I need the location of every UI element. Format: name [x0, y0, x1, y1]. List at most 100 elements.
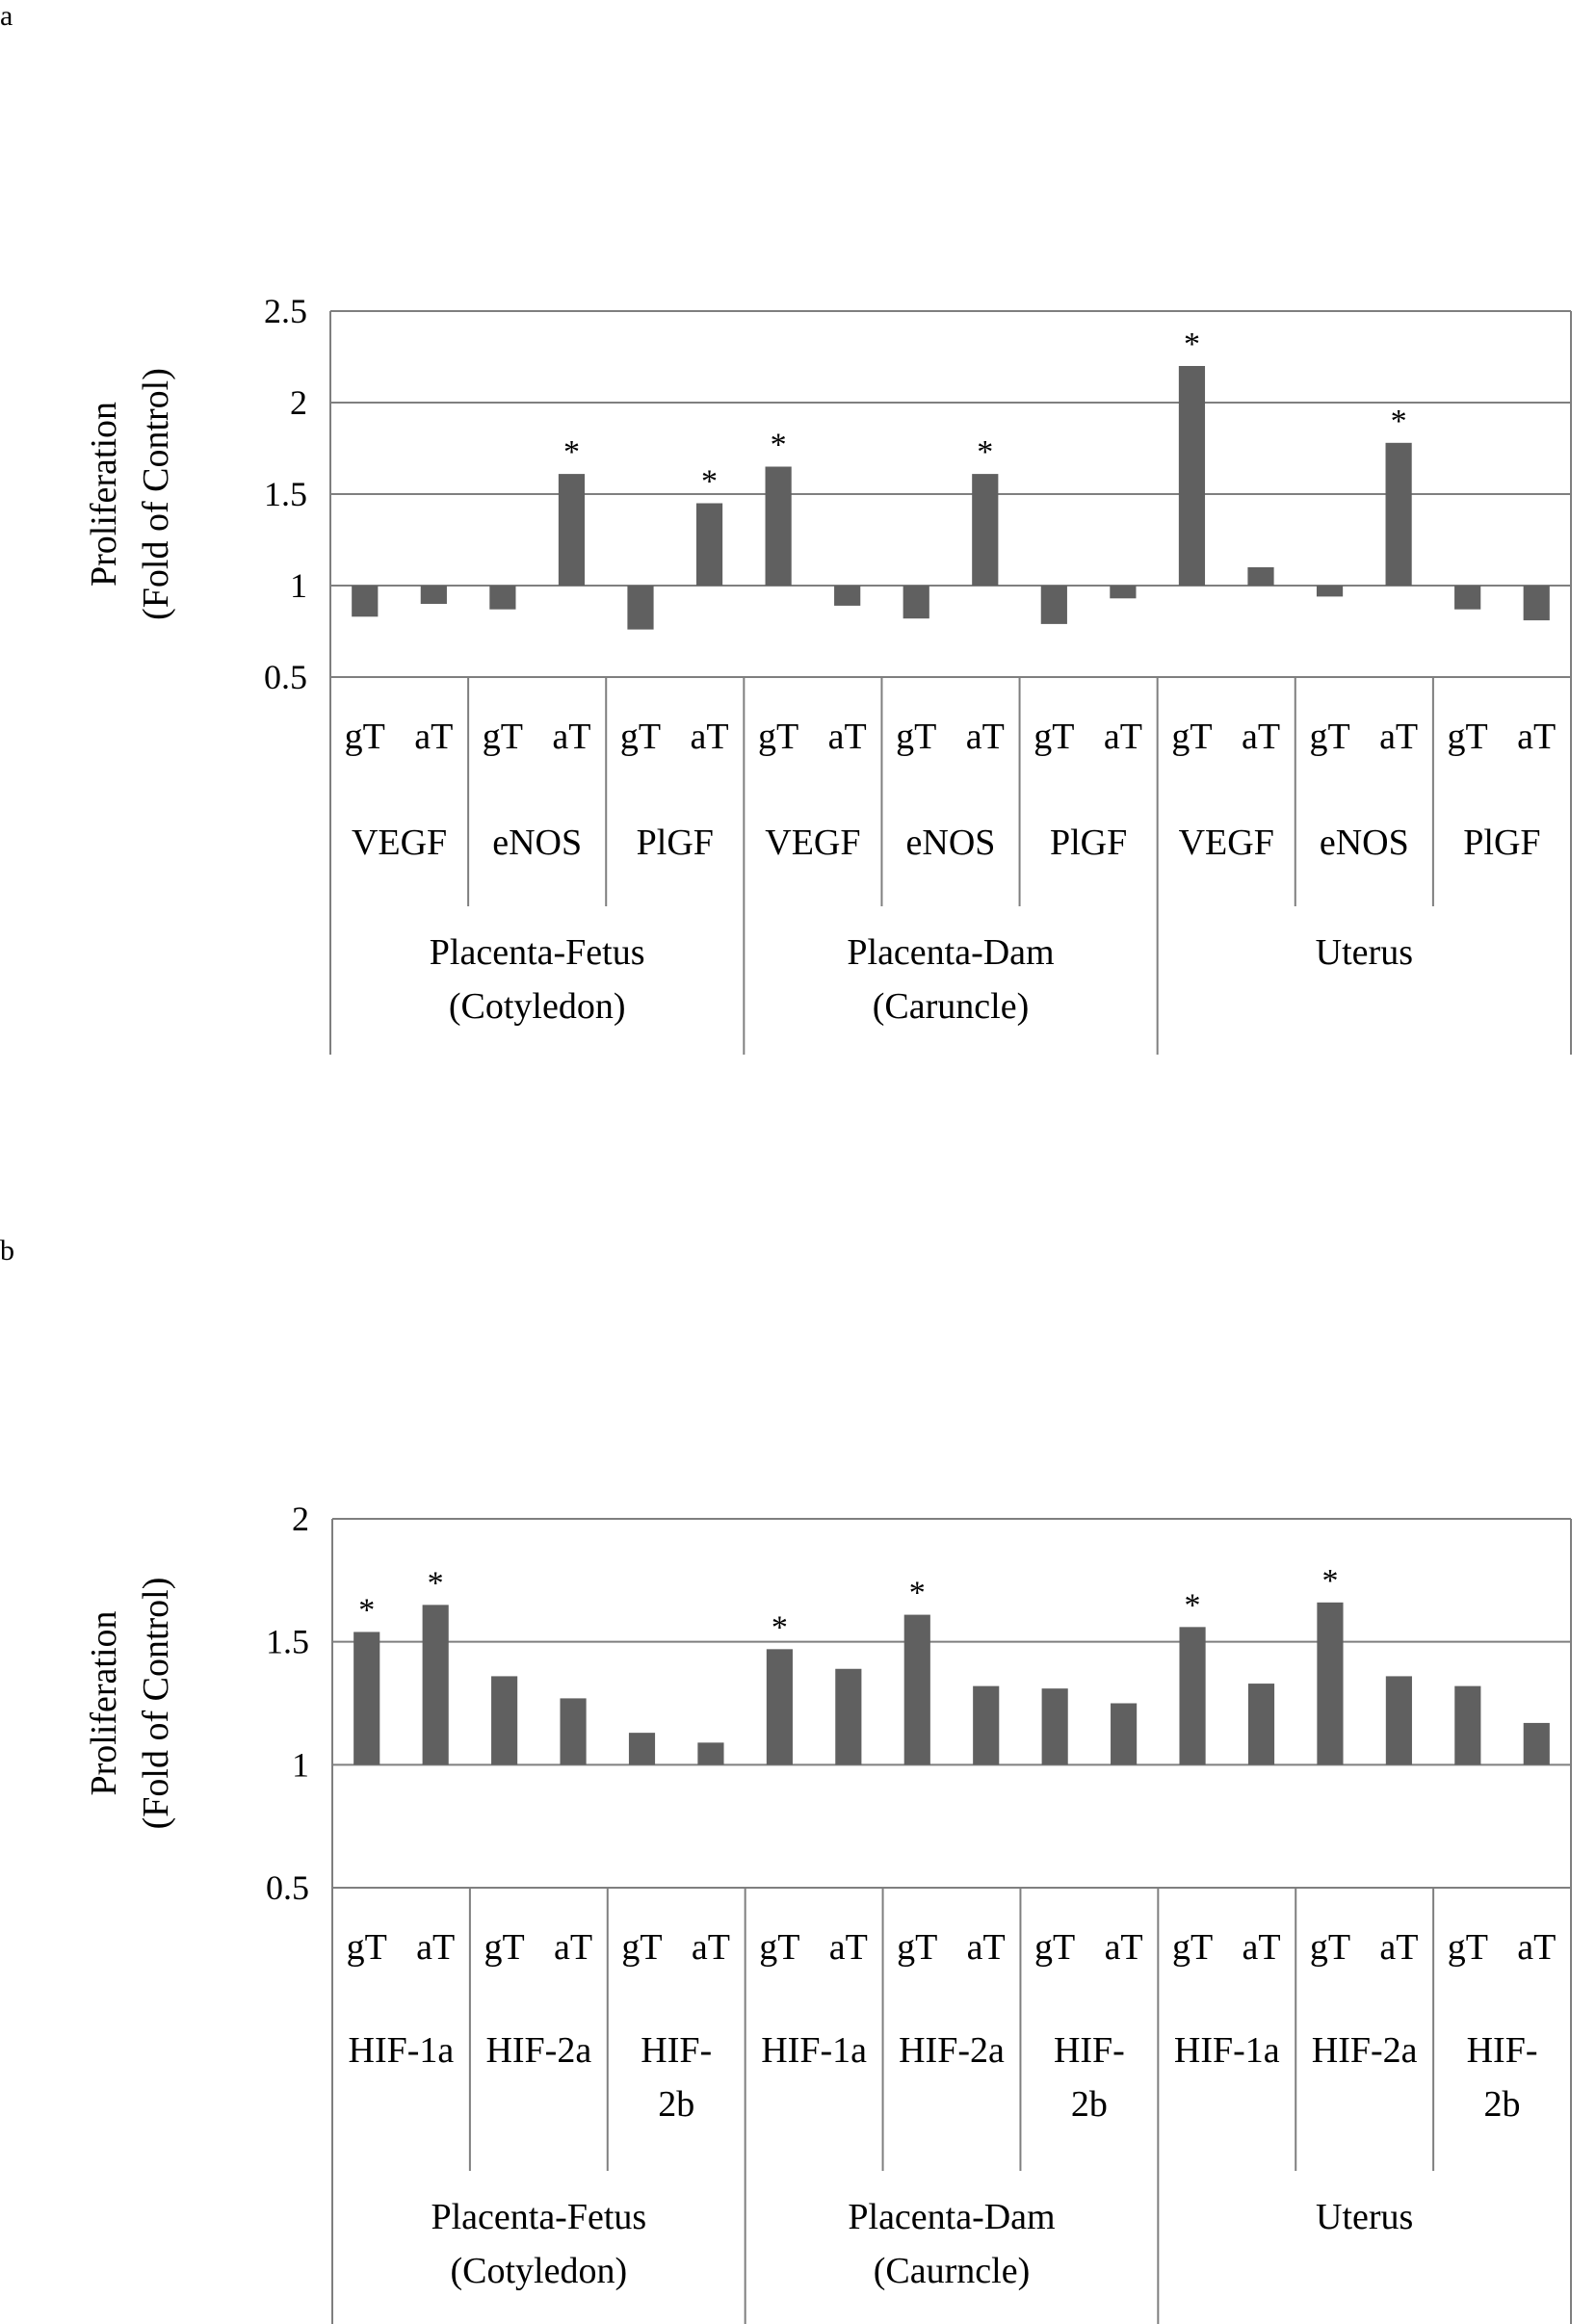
panel-label-b: b [0, 1235, 14, 1266]
significance-marker: * [701, 464, 718, 500]
bar-category-label: gT [345, 717, 385, 757]
tissue-group-label: (Cotyledon) [451, 2251, 628, 2291]
tissue-group-label: (Caurncle) [874, 2251, 1030, 2291]
significance-marker: * [1321, 1563, 1338, 1599]
gene-label: VEGF [352, 823, 447, 863]
bar [560, 1698, 587, 1765]
gene-label: 2b [1071, 2084, 1108, 2125]
bar [1454, 1685, 1481, 1765]
bar-category-label: aT [414, 717, 453, 757]
gene-label: HIF-2a [1312, 2030, 1418, 2071]
significance-marker: * [771, 428, 787, 463]
bar-category-label: gT [347, 1927, 387, 1968]
bar [627, 586, 654, 630]
y-axis-title: Proliferation [84, 1610, 124, 1795]
bar [1247, 1684, 1275, 1765]
bar [973, 1685, 1000, 1765]
bar [489, 586, 516, 610]
bar [628, 1733, 656, 1765]
gene-label: HIF-1a [1174, 2030, 1280, 2071]
bar-category-label: aT [1105, 1927, 1143, 1968]
bar [420, 586, 447, 604]
bar [766, 1649, 793, 1765]
bar-category-label: gT [1448, 1927, 1488, 1968]
bar-category-label: aT [1104, 717, 1142, 757]
significance-marker: * [358, 1592, 375, 1628]
y-tick-label: 1 [292, 1745, 309, 1784]
tissue-group-label: Placenta-Dam [848, 2197, 1055, 2237]
bar [903, 1614, 930, 1765]
bar-category-label: gT [759, 1927, 799, 1968]
bar [1247, 567, 1274, 586]
bar-category-label: gT [620, 717, 661, 757]
gene-label: HIF- [1467, 2030, 1538, 2071]
bar [695, 503, 723, 586]
bar-category-label: gT [1309, 717, 1349, 757]
bar-category-label: gT [758, 717, 798, 757]
y-tick-label: 1.5 [264, 475, 307, 513]
y-tick-label: 2 [290, 383, 307, 422]
bar [1110, 586, 1137, 599]
bar-category-label: aT [967, 1927, 1006, 1968]
bar [1041, 1688, 1068, 1765]
gene-label: eNOS [1320, 823, 1409, 863]
bar-category-label: gT [1171, 717, 1212, 757]
gene-label: HIF-1a [761, 2030, 867, 2071]
bar-category-label: gT [897, 1927, 937, 1968]
bar [1040, 586, 1067, 624]
significance-marker: * [1184, 326, 1200, 362]
significance-marker: * [1391, 404, 1407, 439]
y-tick-label: 1.5 [266, 1623, 309, 1661]
bar-category-label: aT [692, 1927, 730, 1968]
chart-panel-b: 0.5 1 1.5 2 Proliferation (Fold of Control) * g… [84, 1500, 1572, 2324]
tissue-group-label: (Caruncle) [873, 986, 1029, 1027]
bar [834, 586, 861, 606]
bar [1111, 1703, 1138, 1765]
bar-category-label: aT [416, 1927, 455, 1968]
tissue-group-label: Placenta-Dam [847, 932, 1054, 973]
significance-marker: * [563, 434, 580, 470]
bar-category-label: aT [829, 1927, 868, 1968]
bar-category-label: aT [1517, 717, 1556, 757]
tissue-group-label: Placenta-Fetus [431, 2197, 646, 2237]
gene-label: PlGF [1463, 823, 1540, 863]
significance-marker: * [977, 434, 993, 470]
y-axis-title: (Fold of Control) [136, 1578, 176, 1830]
bar [1316, 586, 1344, 597]
gene-label: eNOS [906, 823, 996, 863]
bar-category-label: aT [1242, 1927, 1280, 1968]
y-tick-label: 0.5 [264, 658, 307, 696]
tissue-group-label: Placenta-Fetus [430, 932, 645, 973]
gene-label: VEGF [1179, 823, 1274, 863]
bar-category-label: gT [1033, 717, 1074, 757]
bar-category-label: aT [554, 1927, 592, 1968]
bar-category-label: gT [1034, 1927, 1075, 1968]
bar-category-label: gT [621, 1927, 662, 1968]
bar-category-label: aT [1379, 717, 1418, 757]
bar [1178, 366, 1206, 586]
gene-label: eNOS [492, 823, 582, 863]
chart-panel-a: 0.5 1 1.5 2 2.5 Proliferation (Fold of Control… [84, 292, 1572, 1055]
bar [1385, 442, 1412, 586]
gene-label: PlGF [637, 823, 714, 863]
gene-label: 2b [658, 2084, 694, 2125]
panel-label-a: a [0, 0, 13, 32]
bar-category-label: gT [896, 717, 936, 757]
bar-category-label: aT [1517, 1927, 1556, 1968]
significance-marker: * [1185, 1587, 1201, 1623]
significance-marker: * [909, 1576, 926, 1611]
bar [1523, 1722, 1550, 1765]
gene-label: HIF- [641, 2030, 712, 2071]
gene-label: HIF-1a [349, 2030, 455, 2071]
gene-label: HIF-2a [899, 2030, 1005, 2071]
bar-category-label: aT [552, 717, 590, 757]
bar-category-label: aT [691, 717, 729, 757]
bar [491, 1676, 518, 1765]
bar [558, 474, 586, 586]
bar-category-label: aT [1242, 717, 1280, 757]
bar [835, 1668, 862, 1765]
gene-label: VEGF [765, 823, 860, 863]
gene-label: HIF- [1054, 2030, 1125, 2071]
bar [697, 1742, 724, 1765]
